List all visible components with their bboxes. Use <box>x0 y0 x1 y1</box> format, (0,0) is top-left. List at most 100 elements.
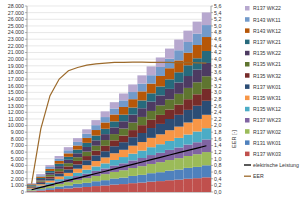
bar-segment <box>55 161 64 164</box>
bar-segment <box>82 156 91 160</box>
bar-segment <box>119 170 128 177</box>
axes: 01.0002.0003.0004.0005.0006.0007.0008.00… <box>8 3 222 195</box>
bar-segment <box>45 167 54 169</box>
bar-segment <box>91 151 100 156</box>
bar-segment <box>119 93 128 100</box>
legend-label: R143 WK12 <box>253 28 281 34</box>
bar-segment <box>73 157 82 161</box>
bar-segment <box>110 127 119 134</box>
bar-segment <box>45 181 54 183</box>
tick-label: 1,8 <box>214 129 221 135</box>
bar-segment <box>110 185 119 192</box>
bar-segment <box>128 137 137 145</box>
bar-segment <box>183 88 192 99</box>
bar-segment <box>55 176 64 179</box>
bar-segment <box>183 53 192 65</box>
bar-segment <box>156 95 165 105</box>
bar-segment <box>183 110 192 123</box>
bar-segment <box>45 190 54 192</box>
bar-segment <box>202 128 211 139</box>
bar-segment <box>27 190 36 192</box>
bar-segment <box>110 134 119 140</box>
bar-segment <box>193 58 202 69</box>
bar-segment <box>73 146 82 150</box>
tick-label: 0,4 <box>214 176 221 182</box>
bar-segment <box>55 189 64 192</box>
bar-segment <box>55 166 64 169</box>
bar-segment <box>91 130 100 136</box>
bar-segment <box>174 105 183 115</box>
tick-label: 10.000 <box>8 122 24 128</box>
legend-swatch <box>245 17 250 22</box>
bar-segment <box>55 179 64 181</box>
legend-label: R135 WK22 <box>253 50 281 56</box>
bar-segment <box>202 12 211 25</box>
bar-segment <box>101 129 110 134</box>
bar-segment <box>165 180 174 192</box>
tick-label: 19.000 <box>8 63 24 69</box>
bar-segment <box>36 190 45 192</box>
bar-segment <box>82 187 91 192</box>
bar-segment <box>128 123 137 131</box>
bar-segment <box>119 107 128 115</box>
bar-segment <box>36 179 45 180</box>
bar-segment <box>165 79 174 89</box>
bar-segment <box>119 136 128 143</box>
bar-segment <box>91 136 100 141</box>
bar-segment <box>147 84 156 94</box>
bar-segment <box>101 163 110 168</box>
bar-segment <box>128 115 137 123</box>
bar-segment <box>101 111 110 117</box>
axis-line <box>27 6 28 192</box>
legend-swatch <box>245 96 250 101</box>
bar-segment <box>137 133 146 142</box>
bar-segment <box>64 185 73 188</box>
bar-segment <box>110 146 119 153</box>
bar-segment <box>82 129 91 133</box>
bar-segment <box>101 157 110 163</box>
tick-label: 4,8 <box>214 29 221 35</box>
bar-segment <box>119 150 128 157</box>
bar-segment <box>156 162 165 172</box>
legend-label: R143 WK11 <box>253 17 281 23</box>
tick-label: 1,0 <box>214 156 221 162</box>
bar-segment <box>183 156 192 168</box>
bar-segment <box>137 84 146 92</box>
bar-segment <box>45 171 54 173</box>
bar-segment <box>202 177 211 192</box>
bar-segment <box>128 154 137 161</box>
legend-label: R137 WK03 <box>253 151 281 157</box>
bar-segment <box>91 176 100 181</box>
bar-segment <box>183 65 192 76</box>
tick-label: 14.000 <box>8 96 24 102</box>
bar-segment <box>193 167 202 178</box>
bar-segment <box>137 142 146 151</box>
bar-segment <box>147 173 156 181</box>
tick-label: 1,2 <box>214 149 221 155</box>
bar-segment <box>147 138 156 147</box>
bar-segment <box>193 22 202 34</box>
tick-label: 26.000 <box>8 16 24 22</box>
bar-segment <box>147 128 156 138</box>
tick-label: 4,4 <box>214 43 221 49</box>
bar-segment <box>73 187 82 192</box>
bar-segment <box>55 174 64 177</box>
bar-segment <box>64 169 73 172</box>
bar-segment <box>55 184 64 187</box>
bar-segment <box>101 134 110 140</box>
bar-segment <box>202 139 211 152</box>
bar-segment <box>91 186 100 192</box>
bar-segment <box>202 89 211 101</box>
bar-segment <box>36 180 45 181</box>
bar-segment <box>101 174 110 180</box>
bar-segment <box>202 165 211 177</box>
tick-label: 25.000 <box>8 23 24 29</box>
bar-segment <box>45 165 54 167</box>
bar-segment <box>137 166 146 175</box>
bar-segment <box>64 163 73 166</box>
bar-segment <box>174 94 183 105</box>
bar-segment <box>183 76 192 88</box>
bar-segment <box>82 134 91 138</box>
bar-segment <box>193 94 202 105</box>
bar-segment <box>36 174 45 175</box>
